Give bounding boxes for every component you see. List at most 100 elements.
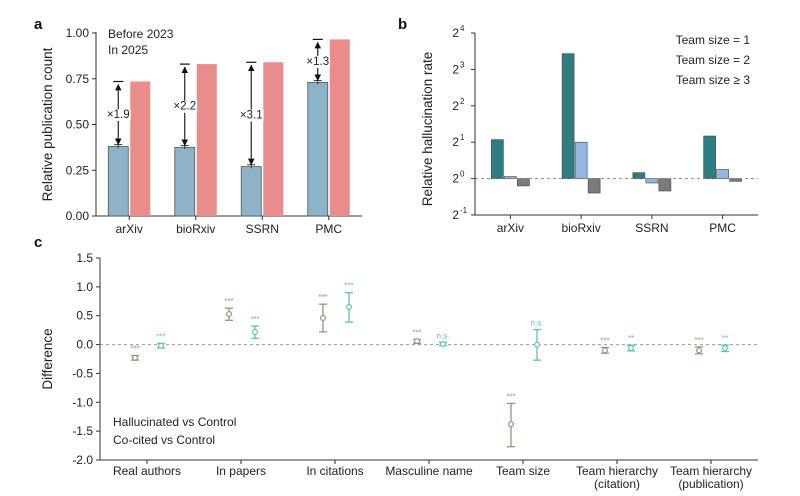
panel-a: a 0.00 0.25 0.50 0.75 1.00 Relative publicatio… [34,16,362,236]
panel-c-x-tick-label: (citation) [594,477,640,491]
panel-a-x-tick-label: bioRxiv [176,222,215,236]
panel-c-significance-label: *** [694,336,703,345]
panel-c-x-tick-label: Real authors [113,464,181,478]
panel-c-x-tick-label: Masculine name [385,464,473,478]
panel-c-point [601,347,608,354]
panel-b-bar [703,135,716,179]
panel-c-significance-label: *** [600,336,609,345]
panel-c: c 1.5 1.0 0.5 0.0 -0.5 -1.0 -1.5 -2.0 Difference R… [34,234,758,491]
panel-c-legend-label: Co-cited vs Control [113,433,215,447]
panel-a-ratio-label-bg [172,100,198,113]
panel-c-significance-label: n.s. [437,331,450,340]
panel-b-y-label: Relative hallucination rate [420,52,435,207]
panel-a-ratio-label: ×1.9 [107,109,130,121]
bar-in-2025 [263,62,284,216]
bar-before-2023 [107,146,129,217]
panel-c-y-tick-label: -1.0 [72,395,93,409]
panel-c-point [158,342,165,349]
panel-c-point [627,345,634,352]
panel-b-legend-label: Team size = 1 [676,33,751,47]
panel-b-bar [587,178,601,194]
panel-c-y-label: Difference [40,328,55,389]
panel-b-y-tick-label: 2 [452,208,459,222]
panel-a-ratio-label-bg [105,108,131,121]
panel-b-legend-label: Team size ≥ 3 [676,73,750,87]
panel-b-x-tick-label: SSRN [635,221,668,235]
panel-b-y-tick-label: 2 [452,135,459,149]
panel-c-significance-label: *** [344,282,353,291]
panel-c-point [508,421,515,428]
panel-c-significance-label: ** [722,334,728,343]
panel-c-point [533,341,540,348]
panel-b-bar [491,139,504,179]
panel-c-x-tick-label: (publication) [678,477,743,491]
panel-c-y-tick-label: -1.5 [72,424,93,438]
panel-c-x-tick-label: Team size [496,464,550,478]
panel-b-y-tick-label: 2 [452,99,459,113]
panel-c-y-tick-label: 1.5 [76,251,93,265]
panel-c-y-tick-label: -0.5 [72,366,93,380]
panel-b-bar [504,176,517,179]
panel-b-y-tick-exponent: 0 [460,170,465,179]
panel-b-bar [632,172,646,179]
panel-c-x-tick-label: In papers [216,464,266,478]
panel-b-y-tick-exponent: 4 [460,24,465,33]
panel-c-x-tick-label: Team hierarchy [670,464,752,478]
panel-a-ratio-label: ×2.2 [173,101,196,113]
panel-c-significance-label: *** [250,315,259,324]
panel-a-y-tick-label: 0.25 [66,163,90,177]
panel-b-bar [517,178,530,187]
panel-c-legend-label: Hallucinated vs Control [113,415,236,429]
panel-c-point [440,340,447,347]
panel-a-legend-label: In 2025 [108,43,148,57]
panel-c-significance-label: *** [224,297,233,306]
panel-c-point [226,310,233,317]
panel-c-significance-label: *** [412,328,421,337]
panel-b-y-tick-label: 2 [452,26,459,40]
panel-a-ratio-label: ×3.1 [240,109,263,121]
panel-b-y-tick-exponent: 2 [460,97,465,106]
panel-b-x-tick-label: PMC [709,221,736,235]
panel-c-significance-label: *** [156,332,165,341]
panel-c-point [414,338,421,345]
panel-c-significance-label: n.s. [531,319,544,328]
panel-c-point [721,345,728,352]
panel-c-y-tick-label: -2.0 [72,453,93,467]
panel-c-y-tick-label: 0.0 [76,338,93,352]
panel-a-ratio-label-bg [238,109,264,122]
panel-b-bar [574,141,588,179]
bar-before-2023 [174,146,196,217]
panel-c-x-tick-label: In citations [306,464,363,478]
bar-in-2025 [329,39,350,216]
panel-a-y-label: Relative publication count [40,47,55,201]
panel-b-bar [561,53,575,179]
panel-c-significance-label: *** [130,345,139,354]
panel-c-point [132,354,139,361]
panel-c-point [695,347,702,354]
panel-b-x-tick-label: arXiv [497,221,524,235]
panel-a-y-tick-label: 1.00 [66,26,90,40]
bar-before-2023 [307,82,329,217]
panel-b-y-tick-label: 2 [452,62,459,76]
panel-c-point [252,328,259,335]
panel-b-bar [645,178,659,184]
panel-a-x-tick-label: arXiv [116,222,143,236]
bar-before-2023 [240,166,262,217]
panel-a-ratio-label: ×1.3 [306,56,329,68]
panel-c-significance-label: *** [318,293,327,302]
panel-a-legend-label: Before 2023 [108,27,174,41]
panel-b-y-tick-exponent: 3 [460,60,465,69]
panel-a-x-tick-label: SSRN [246,222,279,236]
panel-c-point [346,304,353,311]
panel-b-x-tick-label: bioRxiv [561,221,600,235]
panel-c-x-tick-label: Team hierarchy [576,464,658,478]
panel-b-letter: b [398,16,407,33]
panel-b-y-tick-label: 2 [452,172,459,186]
panel-c-significance-label: ** [628,334,634,343]
panel-b-y-tick-exponent: 1 [460,133,465,142]
panel-c-y-tick-label: 1.0 [76,280,93,294]
panel-a-letter: a [34,16,43,33]
panel-b-y-tick-exponent: -1 [460,206,468,215]
